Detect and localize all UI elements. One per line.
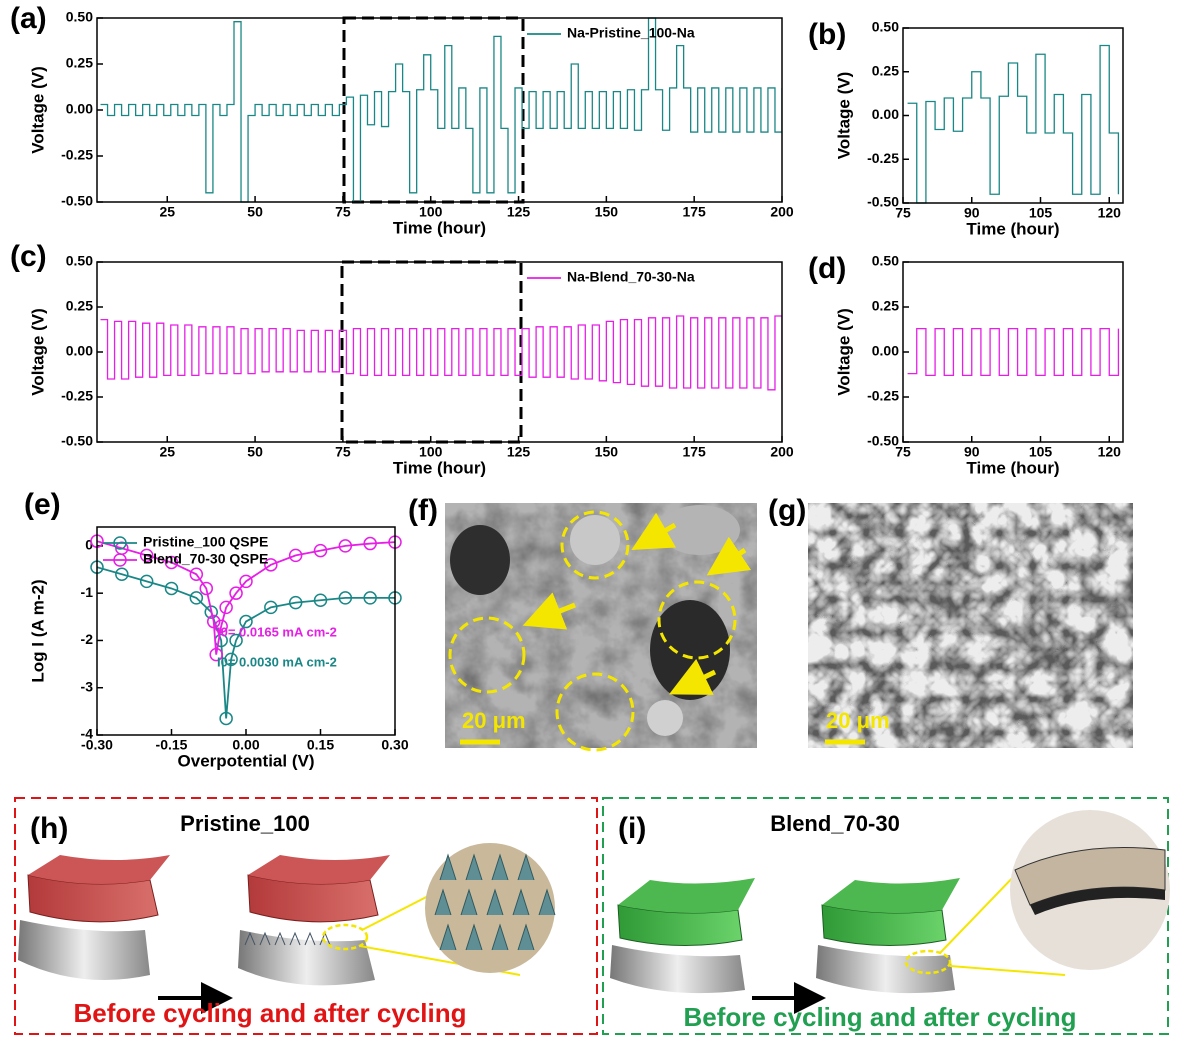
panel-label: (g) xyxy=(768,494,806,527)
x-tick-label: 100 xyxy=(419,204,443,220)
legend-label: Na-Blend_70-30-Na xyxy=(567,269,695,285)
chart: 25 50 75 100 125 150 175 200 -0.50 -0.25 0.00 0.25 0… xyxy=(28,253,793,478)
y-axis-label: Log I (A m-2) xyxy=(28,579,47,682)
y-axis-label: Voltage (V) xyxy=(834,308,853,396)
x-tick-label: 90 xyxy=(964,205,980,221)
plot-frame xyxy=(97,262,782,442)
x-tick-label: 75 xyxy=(335,444,351,460)
series-line xyxy=(97,567,395,718)
y-axis-label: Voltage (V) xyxy=(28,308,47,396)
y-tick-label: 0.25 xyxy=(872,62,899,78)
series-line xyxy=(101,18,782,202)
x-tick-label: 200 xyxy=(770,444,794,460)
y-tick-label: 0.00 xyxy=(66,343,93,359)
x-axis-label: Time (hour) xyxy=(966,458,1059,477)
series-line xyxy=(908,329,1119,376)
y-tick-label: -0.50 xyxy=(867,194,899,210)
series-line xyxy=(908,46,1119,204)
scale-bar-label: 20 μm xyxy=(462,708,526,733)
x-tick-label: 125 xyxy=(507,204,531,220)
x-axis-label: Overpotential (V) xyxy=(178,751,315,770)
x-tick-label: 150 xyxy=(595,444,619,460)
y-tick-label: -0.25 xyxy=(867,388,899,404)
panel-label: (h) xyxy=(30,812,68,845)
y-tick-label: 0.50 xyxy=(66,253,93,269)
x-tick-label: 105 xyxy=(1029,444,1053,460)
y-tick-label: -0.25 xyxy=(61,147,93,163)
legend-label: Na-Pristine_100-Na xyxy=(567,25,695,41)
y-tick-label: 0.25 xyxy=(66,298,93,314)
plot-frame xyxy=(903,262,1123,442)
panel-label: (i) xyxy=(618,812,646,845)
scale-bar-label: 20 μm xyxy=(826,708,890,733)
x-tick-label: 120 xyxy=(1098,205,1122,221)
x-tick-label: 200 xyxy=(770,204,794,220)
panel-label: (a) xyxy=(10,2,47,35)
schematic-caption: Before cycling and after cycling xyxy=(73,998,466,1028)
legend-label: Blend_70-30 QSPE xyxy=(143,551,268,567)
annotation: I0= 0.0165 mA cm-2 xyxy=(217,624,337,639)
y-tick-label: -1 xyxy=(81,584,94,600)
zoom-box xyxy=(344,18,523,202)
y-tick-label: 0.00 xyxy=(872,343,899,359)
panel-label: (e) xyxy=(24,488,61,521)
panel-label: (b) xyxy=(808,18,846,51)
x-tick-label: 0.30 xyxy=(381,737,408,753)
x-axis-label: Time (hour) xyxy=(393,218,486,237)
panel-label: (f) xyxy=(408,494,438,527)
y-tick-label: -4 xyxy=(81,726,94,742)
y-tick-label: 0.00 xyxy=(872,106,899,122)
x-tick-label: 100 xyxy=(419,444,443,460)
y-tick-label: -0.50 xyxy=(61,433,93,449)
x-tick-label: 25 xyxy=(159,444,175,460)
y-tick-label: -0.25 xyxy=(867,150,899,166)
plot-frame xyxy=(903,28,1123,203)
x-tick-label: 0.00 xyxy=(232,737,259,753)
y-tick-label: -2 xyxy=(81,631,94,647)
y-tick-label: 0.50 xyxy=(872,19,899,35)
y-tick-label: -3 xyxy=(81,678,94,694)
x-tick-label: 50 xyxy=(247,444,263,460)
x-tick-label: 105 xyxy=(1029,205,1053,221)
legend-label: Pristine_100 QSPE xyxy=(143,534,268,550)
x-tick-label: 25 xyxy=(159,204,175,220)
y-tick-label: -0.50 xyxy=(867,433,899,449)
y-tick-label: 0.25 xyxy=(66,55,93,71)
x-axis-label: Time (hour) xyxy=(393,458,486,477)
schematic-h xyxy=(18,843,555,998)
x-tick-label: 50 xyxy=(247,204,263,220)
y-tick-label: 0.00 xyxy=(66,101,93,117)
x-tick-label: 90 xyxy=(964,444,980,460)
x-axis-label: Time (hour) xyxy=(966,219,1059,238)
y-axis-label: Voltage (V) xyxy=(28,66,47,154)
schematic-title: Pristine_100 xyxy=(180,811,310,836)
schematic-title: Blend_70-30 xyxy=(770,811,900,836)
schematic-caption: Before cycling and after cycling xyxy=(683,1002,1076,1032)
schematic-i xyxy=(610,810,1170,998)
annotation: I0= 0.0030 mA cm-2 xyxy=(217,654,337,669)
x-tick-label: 125 xyxy=(507,444,531,460)
panel-label: (d) xyxy=(808,252,846,285)
y-tick-label: 0.50 xyxy=(872,253,899,269)
x-tick-label: 0.15 xyxy=(307,737,334,753)
x-tick-label: -0.15 xyxy=(156,737,188,753)
x-tick-label: 150 xyxy=(595,204,619,220)
y-axis-label: Voltage (V) xyxy=(834,72,853,160)
x-tick-label: 75 xyxy=(335,204,351,220)
y-tick-label: 0.25 xyxy=(872,298,899,314)
y-tick-label: -0.25 xyxy=(61,388,93,404)
x-tick-label: 120 xyxy=(1098,444,1122,460)
y-tick-label: 0.50 xyxy=(66,9,93,25)
y-tick-label: -0.50 xyxy=(61,193,93,209)
series-line xyxy=(101,316,782,390)
x-tick-label: 175 xyxy=(682,444,706,460)
figure: (a) (b) (c) (d) (e) (f) (g) (h) (i) 20 μ… xyxy=(0,0,1178,1039)
x-tick-label: 175 xyxy=(682,204,706,220)
panel-label: (c) xyxy=(10,240,47,273)
